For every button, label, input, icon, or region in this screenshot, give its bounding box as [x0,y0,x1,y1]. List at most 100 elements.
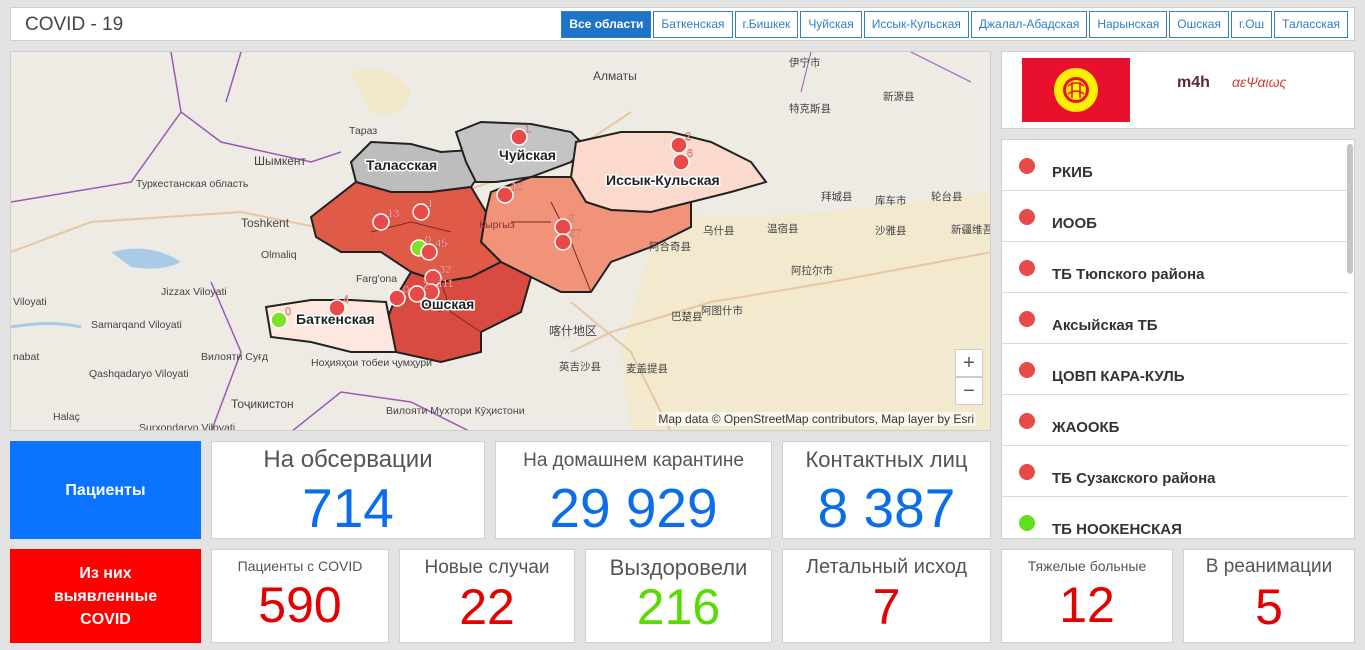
home-quarantine-title: На домашнем карантине [523,450,744,471]
case-marker-label: 45 [435,238,447,250]
deaths-card: Летальный исход 7 [782,549,991,643]
place-label: Тараз [349,125,377,137]
case-marker-label: 10 [511,181,523,193]
place-label: Halaç [53,411,80,423]
place-label: 巴楚县 [671,310,703,323]
case-marker[interactable] [328,299,346,317]
icu-value: 5 [1255,579,1283,635]
case-marker[interactable] [420,243,438,261]
map-view[interactable]: Таласская Чуйская Иссык-Кульская Баткенс… [10,51,991,431]
status-dot-icon [1019,209,1035,225]
severe-card: Тяжелые больные 12 [1001,549,1173,643]
map-attribution: Map data © OpenStreetMap contributors, M… [656,412,976,426]
place-label: 特克斯县 [789,102,831,115]
tab-region[interactable]: Все области [561,11,652,38]
list-item[interactable]: РКИБ [1002,140,1348,191]
case-marker[interactable] [388,289,406,307]
marker-layer: 1 2 6 10 13 1 5 57 0 45 32 111 2 0 4 0 [270,123,693,329]
place-label: 拜城县 [821,191,853,203]
case-marker[interactable] [408,285,426,303]
m4h-logo: m4h [1177,74,1210,91]
place-label: Вилояти Мухтори Кӯҳистони [386,405,525,417]
facility-name: ТБ Сузакского района [1052,470,1216,487]
home-quarantine-card: На домашнем карантине 29 929 [495,441,772,539]
list-scrollbar[interactable] [1347,144,1353,274]
tab-region[interactable]: Баткенская [653,11,733,38]
case-marker[interactable] [510,128,528,146]
list-item[interactable]: ЖАООКБ [1002,395,1348,446]
region-label: Баткенская [296,311,375,327]
covid-label-line: COVID [80,610,131,628]
place-label: Тоҷикистон [231,397,294,411]
zoom-in-button[interactable]: + [955,349,983,377]
covid-label-line: выявленные [53,587,158,605]
case-marker-label: 4 [343,294,349,306]
list-item[interactable]: ЦОВП КАРА-КУЛЬ [1002,344,1348,395]
case-marker[interactable] [496,186,514,204]
tab-region[interactable]: Иссык-Кульская [863,11,969,38]
covid-patients-card: Пациенты с COVID 590 [211,549,389,643]
list-item[interactable]: ТБ НООКЕНСКАЯ [1002,497,1348,538]
list-item[interactable]: Аксыйская ТБ [1002,293,1348,344]
logo-panel: m4h αεΨαιως [1001,51,1355,129]
place-label: 阿图什市 [701,304,743,317]
tab-region[interactable]: Нарынская [1089,11,1168,38]
place-label: Jizzax Viloyati [161,286,227,298]
case-marker-label: 5 [569,213,575,225]
status-dot-icon [1019,515,1035,531]
map-canvas[interactable]: Таласская Чуйская Иссык-Кульская Баткенс… [11,52,991,431]
home-quarantine-value: 29 929 [549,477,718,539]
case-marker[interactable] [372,213,390,231]
facility-name: ТБ НООКЕНСКАЯ [1052,521,1182,538]
list-item[interactable]: ТБ Тюпского района [1002,242,1348,293]
region-tabs: Все области Баткенская г.Бишкек Чуйская Иссы… [561,11,1348,38]
zoom-out-button[interactable]: − [955,377,983,405]
kyrgyz-flag [1022,58,1130,122]
tab-region[interactable]: г.Ош [1230,11,1273,38]
facility-name: ЦОВП КАРА-КУЛЬ [1052,368,1185,385]
observation-value: 714 [302,477,394,539]
case-marker[interactable] [672,153,690,171]
tab-region[interactable]: Таласская [1274,11,1348,38]
facility-name: ЖАООКБ [1052,419,1120,436]
observation-title: На обсервации [263,446,433,473]
place-label: 沙雅县 [875,224,907,237]
place-label: Туркестанская область [136,178,249,190]
icu-title: В реанимации [1205,556,1333,577]
place-label: Кыргыз [479,219,515,231]
place-label: Viloyati [13,296,47,308]
facility-list[interactable]: РКИБ ИООБ ТБ Тюпского района Аксыйская ТБ ЦО… [1001,139,1355,539]
region-chui[interactable] [454,120,588,183]
place-label: 库车市 [875,194,907,207]
tab-region[interactable]: Джалал-Абадская [970,11,1088,38]
tab-region[interactable]: Ошская [1169,11,1229,38]
deaths-value: 7 [872,579,901,635]
case-marker-label: 111 [437,278,454,290]
case-marker[interactable] [554,233,572,251]
case-marker-label: 32 [439,264,451,276]
place-label: 阿合奇县 [649,240,691,253]
case-marker-label: 0 [403,284,409,296]
case-marker[interactable] [412,203,430,221]
new-cases-value: 22 [459,579,515,635]
facility-name: РКИБ [1052,164,1093,181]
place-label: Qashqadaryo Viloyati [89,368,189,380]
tab-region[interactable]: Чуйская [800,11,862,38]
region-label: Чуйская [499,147,556,163]
new-cases-card: Новые случаи 22 [399,549,575,643]
case-marker-label: 0 [425,234,431,246]
facility-name: Аксыйская ТБ [1052,317,1158,334]
case-marker[interactable] [670,136,688,154]
icu-card: В реанимации 5 [1183,549,1355,643]
lake [111,248,181,269]
case-marker-label: 13 [387,208,399,220]
tab-region[interactable]: г.Бишкек [734,11,799,38]
case-marker[interactable] [270,311,288,329]
district-lines [370,201,592,333]
status-dot-icon [1019,464,1035,480]
region-batken[interactable] [264,299,398,353]
list-item[interactable]: ТБ Сузакского района [1002,446,1348,497]
list-item[interactable]: ИООБ [1002,191,1348,242]
covid-label: Из них выявленные COVID [10,549,201,643]
facility-name: ИООБ [1052,215,1097,232]
